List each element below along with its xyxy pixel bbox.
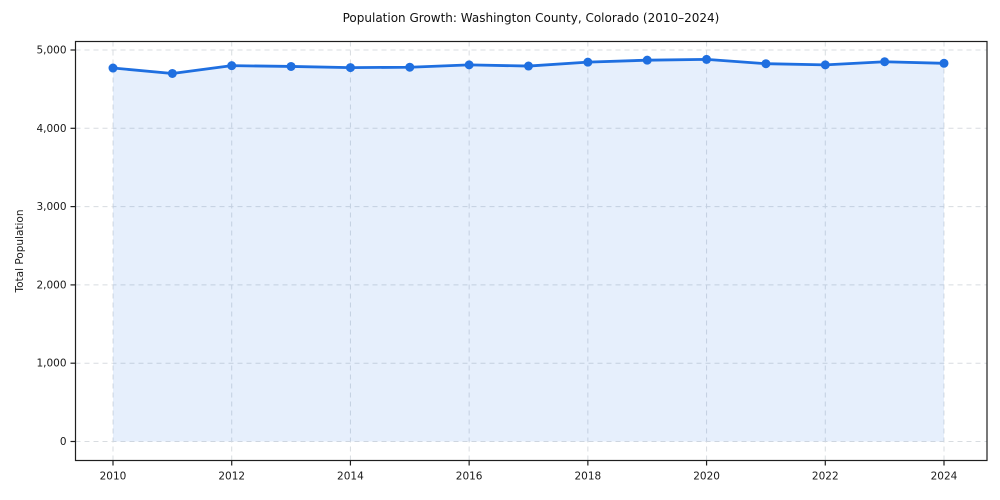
x-tick-label: 2022: [812, 471, 839, 483]
data-point: [583, 57, 593, 67]
area-fill: [113, 59, 944, 442]
plot-border: [74, 40, 988, 462]
y-tick-label: 5,000: [36, 45, 66, 57]
x-tick-label: 2024: [931, 471, 958, 483]
y-tick-label: 3,000: [36, 201, 66, 213]
x-tick-label: 2018: [574, 471, 601, 483]
y-tick-label: 4,000: [36, 123, 66, 135]
y-tick-label: 2,000: [36, 279, 66, 291]
y-tick-label: 0: [60, 436, 67, 448]
data-point: [167, 68, 177, 78]
x-tick-label: 2010: [100, 471, 127, 483]
data-point: [939, 58, 949, 68]
x-tick-label: 2020: [693, 471, 720, 483]
chart-title: Population Growth: Washington County, Co…: [342, 11, 720, 25]
data-point: [642, 55, 652, 65]
data-point: [820, 60, 830, 70]
data-point: [405, 62, 415, 72]
data-point: [464, 60, 474, 70]
data-point: [702, 54, 712, 64]
x-tick-label: 2012: [218, 471, 245, 483]
y-tick-label: 1,000: [36, 358, 66, 370]
data-point: [227, 61, 237, 71]
data-point: [286, 61, 296, 71]
data-point: [880, 57, 890, 67]
x-tick-label: 2014: [337, 471, 364, 483]
data-point: [108, 63, 118, 73]
data-point: [345, 63, 355, 73]
data-point: [761, 59, 771, 69]
x-tick-label: 2016: [456, 471, 483, 483]
data-point: [524, 61, 533, 71]
